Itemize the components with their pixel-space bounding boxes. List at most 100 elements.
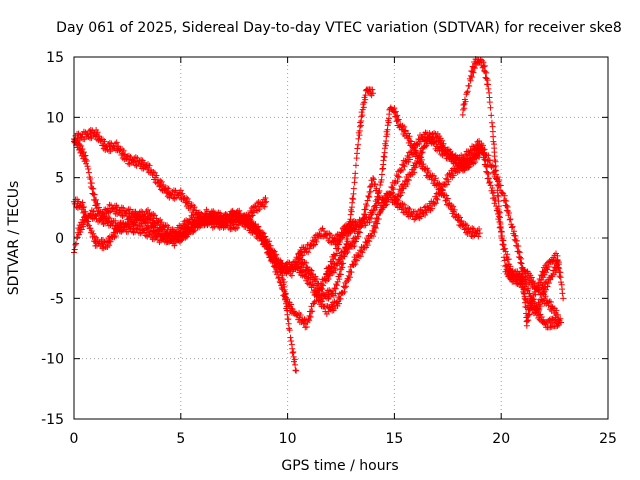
data-point xyxy=(554,322,561,329)
data-point xyxy=(396,174,403,181)
data-point xyxy=(559,286,566,293)
data-point xyxy=(481,146,488,153)
data-point xyxy=(469,68,476,75)
data-point xyxy=(289,345,296,352)
data-point xyxy=(555,320,562,327)
data-point xyxy=(493,176,500,183)
data-point xyxy=(343,283,350,290)
y-tick-label: 15 xyxy=(46,50,64,66)
data-point xyxy=(518,260,525,267)
data-point xyxy=(381,145,388,152)
data-point xyxy=(355,135,362,142)
data-point xyxy=(525,317,532,324)
data-point xyxy=(461,165,468,172)
data-point xyxy=(367,90,374,97)
data-point xyxy=(519,280,526,287)
data-point xyxy=(482,163,489,170)
data-point xyxy=(319,298,326,305)
data-point xyxy=(545,302,552,309)
data-point xyxy=(268,250,275,257)
data-point xyxy=(535,282,542,289)
data-point xyxy=(470,64,477,71)
data-point xyxy=(151,212,158,219)
data-point xyxy=(186,198,193,205)
data-point xyxy=(72,241,79,248)
data-marks xyxy=(71,56,567,374)
y-axis-label: SDTVAR / TECUs xyxy=(6,181,22,296)
data-point xyxy=(490,133,497,140)
data-point xyxy=(234,224,241,231)
data-point xyxy=(327,231,334,238)
data-point xyxy=(401,128,408,135)
data-point xyxy=(394,173,401,180)
x-axis-label: GPS time / hours xyxy=(281,458,398,474)
data-point xyxy=(303,323,310,330)
data-point xyxy=(233,221,240,228)
data-point xyxy=(275,275,282,282)
data-point xyxy=(305,249,312,256)
y-tick-label: -5 xyxy=(50,291,64,307)
data-point xyxy=(106,201,113,208)
data-point xyxy=(463,152,470,159)
data-point xyxy=(248,219,255,226)
data-point xyxy=(315,297,322,304)
y-tick-label: 10 xyxy=(46,110,64,126)
data-point xyxy=(266,254,273,261)
data-point xyxy=(71,246,78,253)
data-point xyxy=(428,176,435,183)
data-point xyxy=(386,111,393,118)
data-point xyxy=(120,152,127,159)
series-trace-9 xyxy=(459,56,562,331)
data-point xyxy=(368,211,375,218)
data-point xyxy=(145,220,152,227)
data-point xyxy=(346,228,353,235)
data-point xyxy=(292,361,299,368)
data-point xyxy=(395,116,402,123)
data-point xyxy=(306,312,313,319)
x-tick-label: 0 xyxy=(70,431,79,447)
data-point xyxy=(94,200,101,207)
data-point xyxy=(344,238,351,245)
data-point xyxy=(177,229,184,236)
data-point xyxy=(503,202,510,209)
data-point xyxy=(444,195,451,202)
data-point xyxy=(182,199,189,206)
data-point xyxy=(104,219,111,226)
data-point xyxy=(375,216,382,223)
data-point xyxy=(358,113,365,120)
data-point xyxy=(472,159,479,166)
data-point xyxy=(466,82,473,89)
data-point xyxy=(494,181,501,188)
data-point xyxy=(481,62,488,69)
data-point xyxy=(290,353,297,360)
data-point xyxy=(352,162,359,169)
data-point xyxy=(446,170,453,177)
data-point xyxy=(352,256,359,263)
data-point xyxy=(411,164,418,171)
data-point xyxy=(291,356,298,363)
data-point xyxy=(96,133,103,140)
data-point xyxy=(260,233,267,240)
data-point xyxy=(489,185,496,192)
series-trace-10 xyxy=(504,250,567,329)
data-point xyxy=(300,320,307,327)
data-point xyxy=(545,263,552,270)
data-point xyxy=(251,204,258,211)
data-point xyxy=(170,235,177,242)
data-point xyxy=(262,238,269,245)
data-point xyxy=(401,201,408,208)
data-point xyxy=(467,72,474,79)
data-point xyxy=(81,153,88,160)
data-point xyxy=(85,169,92,176)
data-point xyxy=(339,264,346,271)
data-point xyxy=(400,162,407,169)
data-point xyxy=(347,211,354,218)
data-point xyxy=(507,216,514,223)
x-tick-label: 20 xyxy=(492,431,510,447)
data-point xyxy=(485,175,492,182)
data-point xyxy=(169,233,176,240)
data-point xyxy=(95,211,102,218)
data-point xyxy=(324,271,331,278)
data-point xyxy=(363,202,370,209)
data-point xyxy=(84,163,91,170)
